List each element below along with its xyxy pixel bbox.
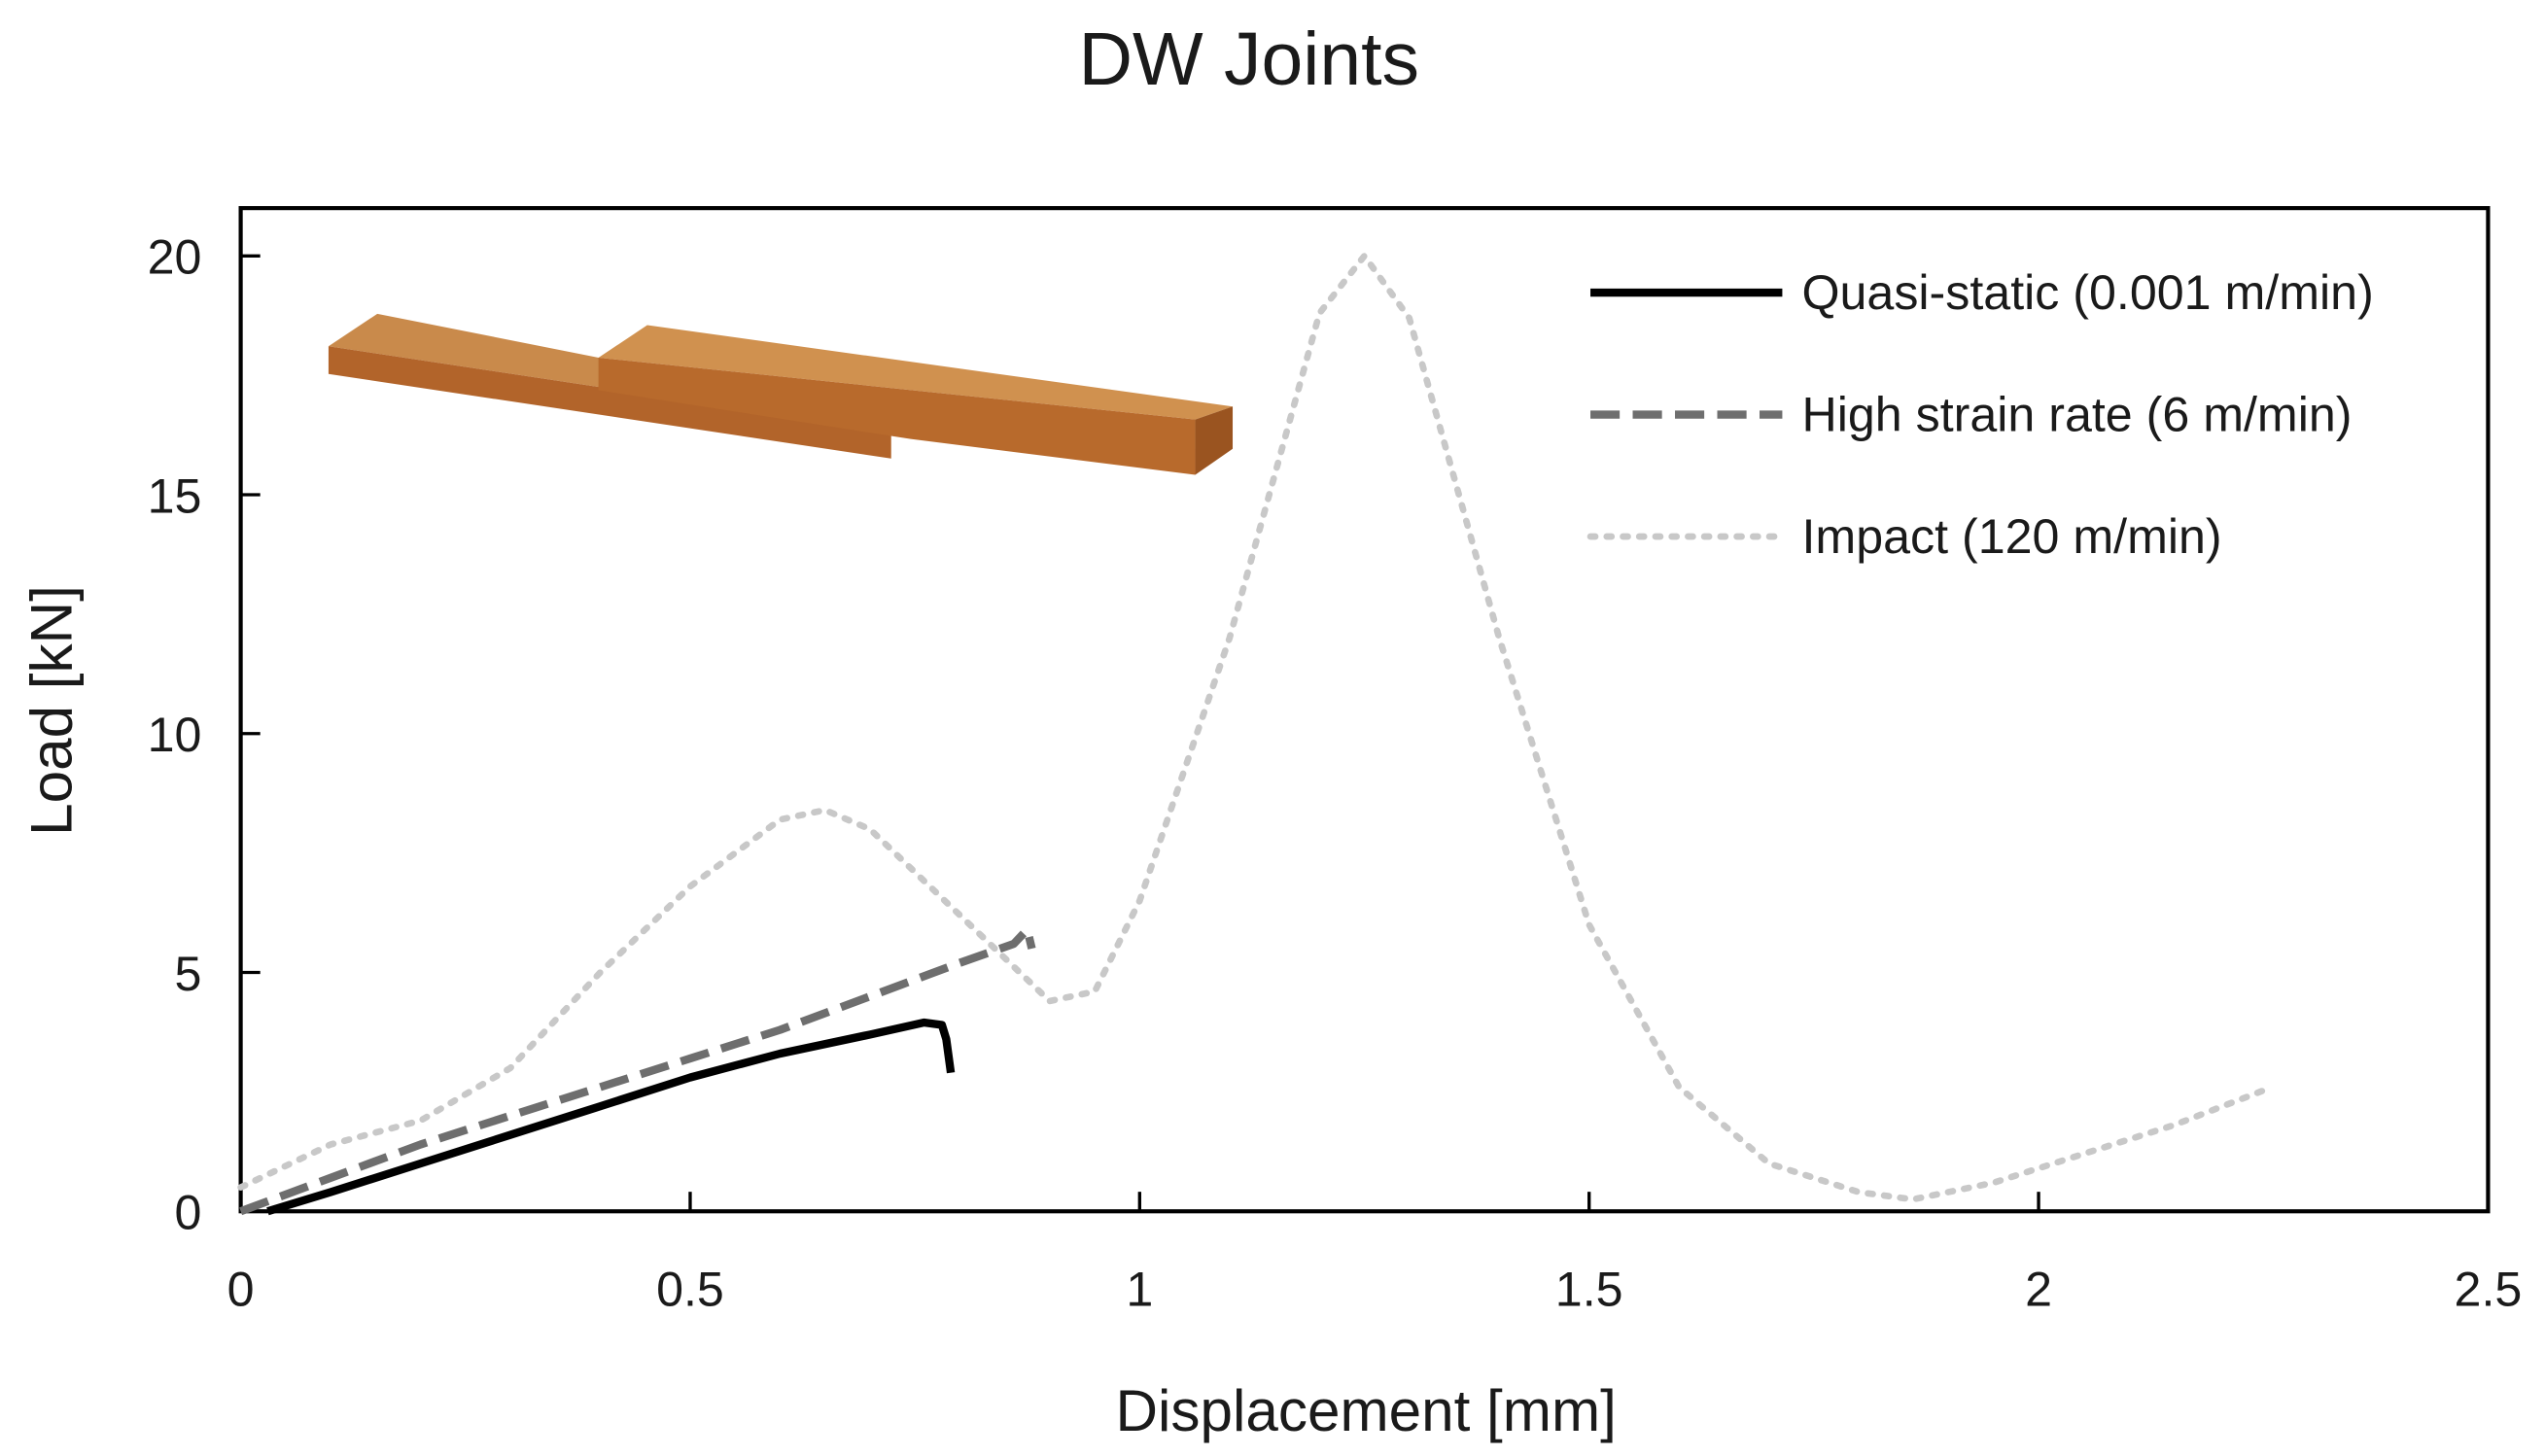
x-tick-label: 0 xyxy=(227,1262,255,1316)
legend-label: Quasi-static (0.001 m/min) xyxy=(1801,265,2373,320)
y-tick-label: 20 xyxy=(148,230,202,285)
board-top xyxy=(598,325,1234,420)
legend-label: High strain rate (6 m/min) xyxy=(1801,387,2352,441)
legend-label: Impact (120 m/min) xyxy=(1801,509,2221,564)
board-end xyxy=(1195,406,1234,475)
y-tick-label: 0 xyxy=(175,1186,202,1240)
x-tick-label: 0.5 xyxy=(656,1262,724,1316)
x-tick-label: 1.5 xyxy=(1555,1262,1623,1316)
x-tick-label: 1 xyxy=(1126,1262,1153,1316)
x-axis-title: Displacement [mm] xyxy=(1116,1377,1617,1443)
board-side xyxy=(328,346,891,459)
x-tick-label: 2.5 xyxy=(2455,1262,2523,1316)
data-line xyxy=(237,252,2276,1203)
y-tick-label: 10 xyxy=(148,708,202,762)
data-line xyxy=(239,925,1036,1216)
y-axis-title: Load [kN] xyxy=(18,585,85,836)
x-tick-label: 2 xyxy=(2025,1262,2052,1316)
chart-title: DW Joints xyxy=(1078,17,1419,101)
plot-frame xyxy=(238,206,2491,1214)
y-tick-label: 15 xyxy=(148,468,202,523)
data-line xyxy=(266,1018,956,1216)
board-side xyxy=(598,358,1196,475)
y-tick-label: 5 xyxy=(175,947,202,1001)
specimen-illustration xyxy=(328,313,1234,475)
